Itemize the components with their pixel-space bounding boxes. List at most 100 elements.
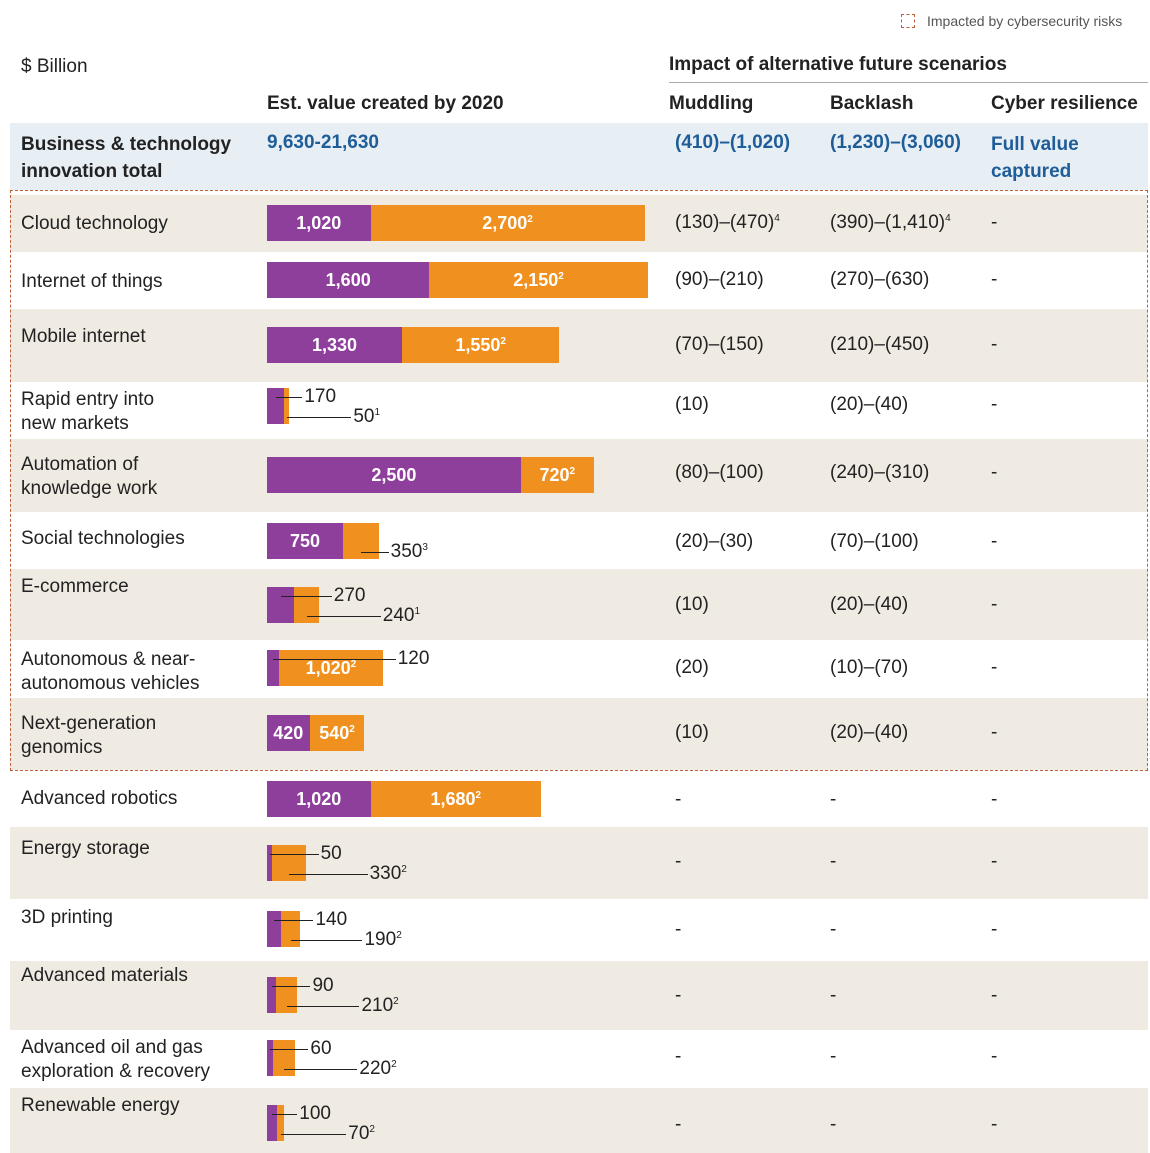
value-label: 420 — [273, 723, 304, 743]
footnote: 2 — [349, 724, 355, 735]
footnote: 4 — [945, 213, 951, 224]
bar-segment — [267, 781, 371, 817]
column-header: Est. value created by 2020 — [267, 93, 504, 114]
bar-segment — [343, 523, 379, 559]
value-label: 170 — [304, 386, 337, 407]
value-label: 1902 — [364, 929, 402, 950]
row-band — [10, 1088, 1148, 1153]
category: Advanced oil and gas exploration & recov… — [21, 1037, 211, 1082]
backlash: (210)–(450) — [830, 334, 930, 355]
bar-segment — [279, 650, 383, 686]
leader-line — [284, 1069, 358, 1070]
leader-line — [280, 1134, 347, 1135]
backlash: (20)–(40) — [830, 394, 909, 415]
row-band — [10, 827, 1148, 899]
bar-segment — [267, 262, 430, 298]
backlash: (20)–(40) — [830, 594, 909, 615]
bar-segment — [267, 523, 344, 559]
footnote: 2 — [558, 271, 564, 282]
cyber-resilience: - — [991, 212, 998, 233]
footnote: 2 — [396, 930, 402, 941]
cyber-resilience: - — [991, 531, 998, 552]
category: Autonomous & near- autonomous vehicles — [21, 649, 200, 694]
value-label: 501 — [353, 406, 381, 427]
bar-segment — [267, 457, 521, 493]
footnote: 1 — [374, 407, 381, 418]
leader-line — [269, 854, 319, 855]
row-band — [10, 569, 1148, 640]
cyber-risk-box — [10, 190, 1148, 771]
backlash: (240)–(310) — [830, 462, 930, 483]
value-label: 1,6802 — [430, 789, 482, 809]
category: Advanced materials — [21, 965, 188, 986]
value-label: 2401 — [382, 605, 421, 626]
value-label: 60 — [310, 1038, 332, 1059]
value-label: 1,330 — [311, 335, 358, 355]
leader-line — [360, 552, 389, 553]
bar-segment — [429, 262, 648, 298]
row-band — [10, 309, 1148, 382]
backlash: (270)–(630) — [830, 269, 930, 290]
bar-segment — [370, 781, 542, 817]
value-label: 1,020 — [296, 789, 342, 809]
value-label: 1,600 — [325, 270, 371, 290]
bar-segment — [267, 977, 277, 1013]
total-value: 9,630-21,630 — [267, 132, 379, 153]
leader-line — [274, 920, 314, 921]
category: Automation of knowledge work — [21, 454, 158, 499]
cyber-resilience: - — [991, 851, 998, 872]
value-label: 2,500 — [371, 465, 417, 485]
value-label: 702 — [348, 1123, 375, 1144]
value-label: 90 — [312, 975, 334, 996]
scenario-heading: Impact of alternative future scenarios — [669, 54, 1007, 75]
backlash: - — [830, 919, 837, 940]
footnote: 2 — [350, 659, 357, 670]
footnote: 1 — [414, 606, 421, 617]
value-label: 1,5502 — [455, 335, 506, 355]
bar-segment — [294, 587, 319, 623]
value-label: 750 — [290, 531, 321, 551]
category: Cloud technology — [21, 213, 168, 234]
leader-line — [273, 659, 396, 660]
value-label: 5402 — [319, 723, 355, 743]
value-label: 120 — [397, 648, 430, 669]
muddling: - — [675, 919, 682, 940]
total-cyber: Full value captured — [991, 134, 1079, 182]
leader-line — [286, 1006, 360, 1007]
category: Mobile internet — [21, 326, 146, 347]
footnote: 2 — [369, 1124, 375, 1135]
footnote: 2 — [391, 1059, 397, 1070]
muddling: (130)–(470)4 — [675, 212, 780, 233]
leader-line — [306, 616, 381, 617]
row-band — [10, 961, 1148, 1030]
muddling: (10) — [675, 394, 709, 415]
footnote: 3 — [422, 542, 428, 553]
bar-segment — [267, 327, 402, 363]
bar-segment — [277, 1105, 285, 1141]
bar-segment — [281, 911, 301, 947]
category: Energy storage — [21, 838, 150, 859]
footnote: 2 — [569, 466, 576, 477]
backlash: - — [830, 851, 837, 872]
backlash: - — [830, 1046, 837, 1067]
leader-line — [286, 417, 352, 418]
backlash: (20)–(40) — [830, 722, 909, 743]
value-label: 3302 — [369, 863, 407, 884]
category: Internet of things — [21, 271, 163, 292]
bar-segment — [309, 715, 365, 751]
value-label: 270 — [333, 585, 366, 606]
footnote: 2 — [527, 214, 533, 225]
bar-segment — [370, 205, 645, 241]
bar-segment — [284, 388, 290, 424]
bar-segment — [520, 457, 594, 493]
category: Rapid entry into new markets — [21, 389, 155, 434]
cyber-resilience: - — [991, 657, 998, 678]
cyber-resilience: - — [991, 722, 998, 743]
backlash: - — [830, 789, 837, 810]
muddling: - — [675, 1114, 682, 1135]
leader-line — [272, 1114, 298, 1115]
cyber-resilience: - — [991, 1046, 998, 1067]
cyber-resilience: - — [991, 462, 998, 483]
bar-segment — [267, 1105, 278, 1141]
category: Renewable energy — [21, 1095, 180, 1116]
